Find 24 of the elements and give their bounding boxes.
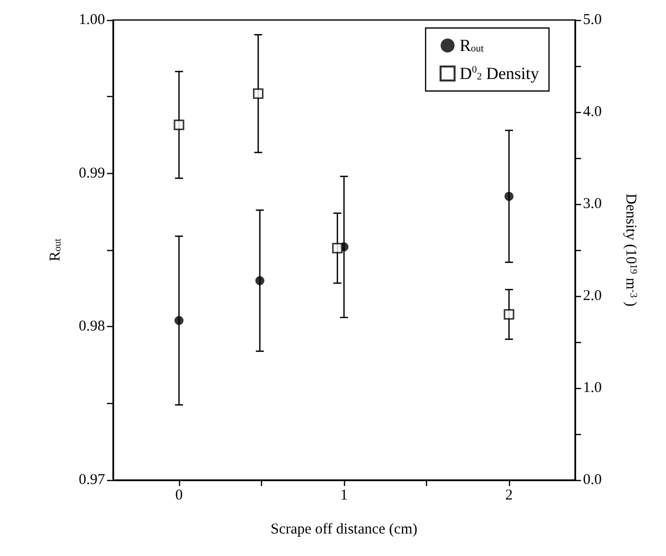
x-tick-label: 0	[175, 488, 183, 504]
point	[504, 309, 514, 320]
y2-axis-title: Density (1019 m-3 )	[622, 194, 638, 306]
point	[174, 120, 184, 130]
y-tick-label: 0.97	[78, 472, 106, 488]
y-tick-label: 0.99	[78, 165, 105, 182]
y2-tick-label: 2.0	[583, 288, 602, 304]
y2-tick-label: 5.0	[583, 12, 602, 28]
x-tick-label: 2	[505, 488, 513, 504]
legend-label: Rout	[460, 36, 484, 55]
y-tick-label: 0.98	[78, 318, 105, 335]
x-axis-title: Scrape off distance (cm)	[270, 522, 418, 538]
y2-tick-label: 0.0	[583, 472, 602, 488]
y2-tick-label: 4.0	[583, 104, 602, 120]
y-axis-title: Rout	[48, 238, 64, 262]
point	[332, 242, 343, 254]
point	[174, 316, 184, 326]
y2-tick-label: 1.0	[583, 380, 602, 396]
y2-tick-label: 3.0	[583, 196, 602, 212]
y-tick-label: 1.00	[78, 12, 105, 28]
x-tick-label: 1	[340, 488, 348, 504]
point	[255, 276, 264, 286]
point	[252, 88, 264, 99]
point	[504, 192, 514, 201]
